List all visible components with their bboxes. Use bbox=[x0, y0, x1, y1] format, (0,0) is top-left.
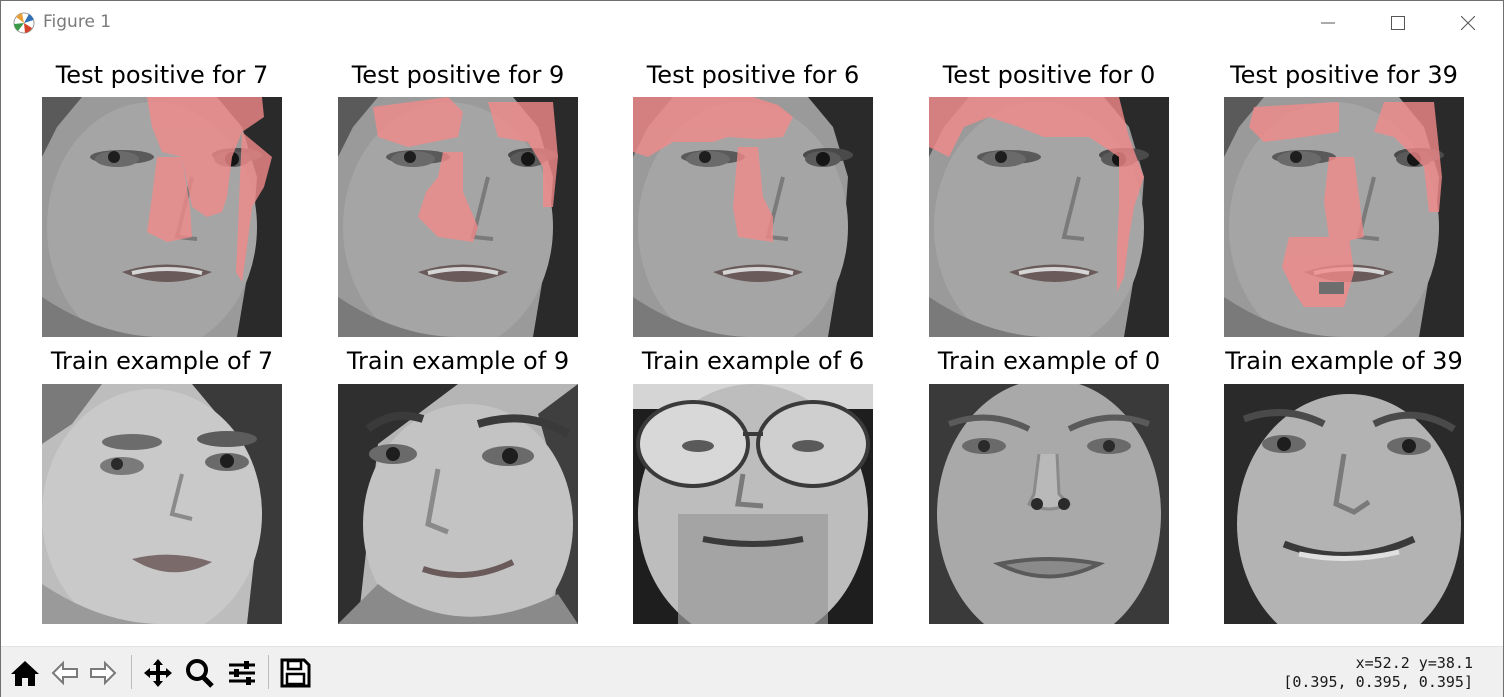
home-icon bbox=[11, 661, 39, 686]
minimize-button[interactable] bbox=[1293, 1, 1363, 45]
toolbar-separator bbox=[268, 655, 269, 689]
close-icon bbox=[1461, 16, 1475, 30]
cursor-coordinates: x=52.2 y=38.1 [0.395, 0.395, 0.395] bbox=[1283, 654, 1473, 692]
pan-button[interactable] bbox=[139, 655, 177, 691]
coords-xy: x=52.2 y=38.1 bbox=[1355, 654, 1473, 672]
test-image-39 bbox=[1224, 97, 1464, 337]
coords-value: [0.395, 0.395, 0.395] bbox=[1283, 673, 1473, 691]
train-image-9 bbox=[338, 384, 578, 624]
matplotlib-app-icon bbox=[13, 12, 35, 34]
navigation-toolbar: x=52.2 y=38.1 [0.395, 0.395, 0.395] bbox=[1, 646, 1503, 697]
close-button[interactable] bbox=[1433, 1, 1503, 45]
train-title-39: Train example of 39 bbox=[1225, 347, 1463, 375]
train-title-9: Train example of 9 bbox=[346, 347, 570, 375]
test-title-7: Test positive for 7 bbox=[55, 61, 269, 89]
forward-icon bbox=[90, 660, 117, 686]
test-title-6: Test positive for 6 bbox=[646, 61, 860, 89]
train-image-7 bbox=[42, 384, 282, 624]
maximize-button[interactable] bbox=[1363, 1, 1433, 45]
home-button[interactable] bbox=[6, 655, 44, 691]
configure-subplots-button[interactable] bbox=[223, 655, 261, 691]
test-image-9 bbox=[338, 97, 578, 337]
train-image-6 bbox=[633, 384, 873, 624]
train-title-6: Train example of 6 bbox=[641, 347, 865, 375]
minimize-icon bbox=[1321, 22, 1335, 24]
back-icon bbox=[51, 660, 78, 686]
figure-canvas[interactable]: Test positive for 7 Test positive for 9 … bbox=[1, 45, 1503, 646]
train-image-39 bbox=[1224, 384, 1464, 624]
zoom-button[interactable] bbox=[181, 655, 219, 691]
train-image-0 bbox=[929, 384, 1169, 624]
save-button[interactable] bbox=[276, 655, 314, 691]
test-title-0: Test positive for 0 bbox=[942, 61, 1156, 89]
forward-button[interactable] bbox=[84, 655, 122, 691]
save-icon bbox=[280, 658, 311, 688]
configure-subplots-icon bbox=[229, 661, 255, 685]
test-image-6 bbox=[633, 97, 873, 337]
train-title-7: Train example of 7 bbox=[50, 347, 274, 375]
maximize-icon bbox=[1391, 16, 1405, 30]
toolbar-separator bbox=[131, 655, 132, 689]
test-image-0 bbox=[929, 97, 1169, 337]
back-button[interactable] bbox=[46, 655, 84, 691]
title-bar: Figure 1 bbox=[1, 1, 1503, 45]
test-title-39: Test positive for 39 bbox=[1230, 61, 1458, 89]
window-title: Figure 1 bbox=[43, 12, 112, 32]
pan-icon bbox=[144, 659, 172, 687]
test-title-9: Test positive for 9 bbox=[351, 61, 565, 89]
test-image-7 bbox=[42, 97, 282, 337]
zoom-icon bbox=[186, 659, 214, 688]
train-title-0: Train example of 0 bbox=[937, 347, 1161, 375]
